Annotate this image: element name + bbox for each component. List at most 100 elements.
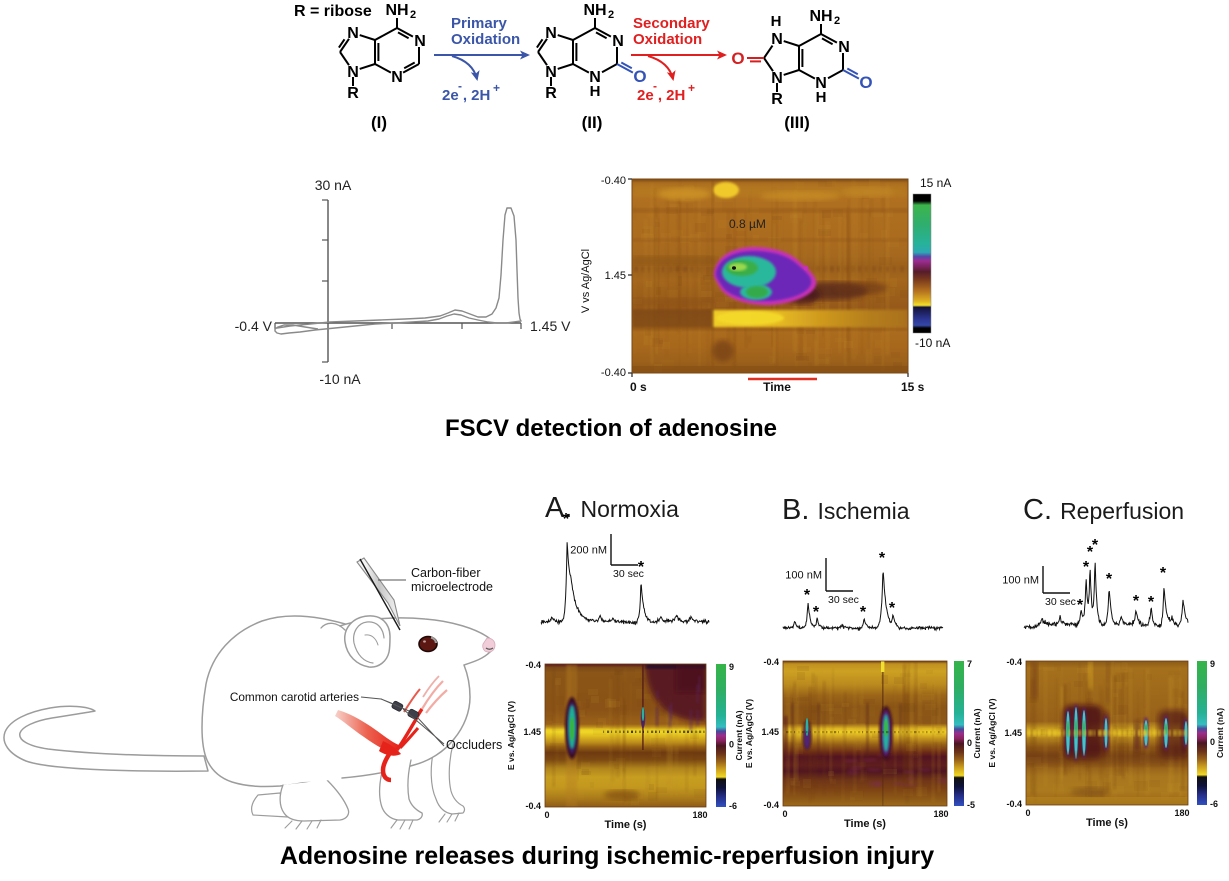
- svg-text:2: 2: [410, 9, 416, 21]
- svg-text:NH: NH: [583, 2, 606, 19]
- svg-text:180: 180: [933, 809, 948, 819]
- svg-text:1.45: 1.45: [523, 727, 541, 737]
- svg-text:R = ribose: R = ribose: [294, 3, 372, 20]
- svg-text:-5: -5: [967, 800, 975, 810]
- svg-text:180: 180: [692, 810, 707, 820]
- svg-text:7: 7: [967, 659, 972, 669]
- svg-text:+: +: [688, 81, 695, 95]
- svg-text:N: N: [347, 25, 359, 42]
- svg-text:*: *: [563, 511, 570, 528]
- svg-text:(III): (III): [784, 113, 810, 132]
- svg-text:1.45: 1.45: [761, 727, 779, 737]
- svg-text:*: *: [1092, 537, 1099, 554]
- svg-text:*: *: [1160, 565, 1167, 582]
- svg-text:0: 0: [782, 809, 787, 819]
- svg-text:0: 0: [729, 740, 734, 750]
- svg-text:0: 0: [1025, 808, 1030, 818]
- svg-text:*: *: [1106, 571, 1113, 588]
- svg-text:E vs. Ag/AgCl (V): E vs. Ag/AgCl (V): [506, 701, 516, 770]
- svg-text:*: *: [879, 550, 886, 567]
- svg-text:FSCV detection of adenosine: FSCV detection of adenosine: [445, 415, 777, 442]
- svg-text:9: 9: [729, 662, 734, 672]
- svg-text:0: 0: [544, 810, 549, 820]
- svg-text:30 nA: 30 nA: [315, 177, 352, 193]
- svg-text:+: +: [493, 81, 500, 95]
- svg-text:*: *: [813, 604, 820, 621]
- svg-text:0: 0: [1210, 737, 1215, 747]
- svg-text:R: R: [347, 85, 359, 102]
- svg-text:-0.4: -0.4: [763, 657, 779, 667]
- svg-text:100 nM: 100 nM: [1002, 575, 1039, 587]
- svg-text:Current (nA): Current (nA): [972, 708, 982, 758]
- svg-text:O: O: [731, 49, 744, 68]
- svg-text:30 sec: 30 sec: [828, 594, 859, 606]
- svg-text:2: 2: [834, 15, 840, 27]
- svg-text:V vs Ag/AgCl: V vs Ag/AgCl: [580, 249, 592, 313]
- svg-text:N: N: [391, 69, 403, 86]
- svg-text:NH: NH: [385, 2, 408, 19]
- svg-text:0.8 µM: 0.8 µM: [729, 217, 766, 231]
- svg-text:Oxidation: Oxidation: [451, 31, 520, 48]
- svg-text:N: N: [771, 31, 783, 48]
- svg-text:H: H: [590, 83, 601, 100]
- svg-text:N: N: [545, 25, 557, 42]
- svg-text:-0.4: -0.4: [1006, 799, 1022, 809]
- svg-text:Time (s): Time (s): [605, 819, 647, 831]
- svg-text:N: N: [414, 33, 426, 50]
- svg-text:H: H: [771, 13, 782, 30]
- svg-text:E vs. Ag/AgCl (V): E vs. Ag/AgCl (V): [744, 699, 754, 768]
- svg-text:-10 nA: -10 nA: [319, 371, 361, 387]
- svg-text:H: H: [816, 89, 827, 106]
- svg-text:Oxidation: Oxidation: [633, 31, 702, 48]
- svg-text:N: N: [612, 33, 624, 50]
- svg-text:-6: -6: [1210, 799, 1218, 809]
- svg-text:-0.4 V: -0.4 V: [235, 318, 273, 334]
- svg-text:Time (s): Time (s): [1086, 817, 1128, 829]
- svg-text:15 s: 15 s: [901, 380, 925, 394]
- svg-text:-0.4: -0.4: [525, 801, 541, 811]
- svg-text:(II): (II): [582, 113, 603, 132]
- svg-text:*: *: [638, 559, 645, 576]
- svg-text:Occluders: Occluders: [446, 738, 502, 752]
- svg-text:Current (nA): Current (nA): [1215, 708, 1225, 758]
- svg-text:1.45: 1.45: [605, 270, 626, 282]
- svg-text:Secondary: Secondary: [633, 15, 710, 32]
- svg-text:-0.40: -0.40: [601, 175, 626, 187]
- svg-text:Time: Time: [763, 380, 791, 394]
- svg-text:-: -: [458, 79, 462, 93]
- svg-text:NH: NH: [809, 8, 832, 25]
- svg-text:1.45 V: 1.45 V: [530, 318, 571, 334]
- svg-text:(I): (I): [371, 113, 387, 132]
- svg-text:0: 0: [967, 738, 972, 748]
- svg-text:Primary: Primary: [451, 15, 508, 32]
- svg-text:N: N: [771, 70, 783, 87]
- svg-text:R: R: [545, 85, 557, 102]
- svg-text:*: *: [860, 604, 867, 621]
- svg-text:Current (nA): Current (nA): [734, 710, 744, 760]
- svg-text:Adenosine releases during isch: Adenosine releases during ischemic-reper…: [280, 842, 934, 870]
- svg-text:Time (s): Time (s): [844, 818, 886, 830]
- svg-text:0 s: 0 s: [630, 380, 647, 394]
- svg-text:2e , 2H: 2e , 2H: [442, 87, 490, 104]
- svg-text:1.45: 1.45: [1004, 728, 1022, 738]
- svg-text:-0.4: -0.4: [525, 660, 541, 670]
- svg-text:30 sec: 30 sec: [613, 568, 644, 580]
- svg-text:100 nM: 100 nM: [785, 570, 822, 582]
- svg-text:E vs. Ag/AgCl (V): E vs. Ag/AgCl (V): [987, 698, 997, 767]
- svg-text:*: *: [889, 600, 896, 617]
- svg-text:O: O: [859, 73, 872, 92]
- svg-text:A. Normoxia: A. Normoxia: [545, 492, 679, 524]
- svg-text:-0.40: -0.40: [601, 367, 626, 379]
- svg-text:N: N: [545, 64, 557, 81]
- svg-text:Carbon-fiber: Carbon-fiber: [411, 566, 480, 580]
- svg-text:*: *: [1133, 593, 1140, 610]
- svg-text:B. Ischemia: B. Ischemia: [782, 494, 910, 526]
- svg-text:-6: -6: [729, 801, 737, 811]
- svg-text:200 nM: 200 nM: [570, 545, 607, 557]
- svg-text:R: R: [771, 91, 783, 108]
- svg-text:9: 9: [1210, 659, 1215, 669]
- svg-text:*: *: [1087, 544, 1094, 561]
- svg-text:-0.4: -0.4: [763, 800, 779, 810]
- svg-text:N: N: [589, 69, 601, 86]
- svg-text:15 nA: 15 nA: [920, 176, 951, 190]
